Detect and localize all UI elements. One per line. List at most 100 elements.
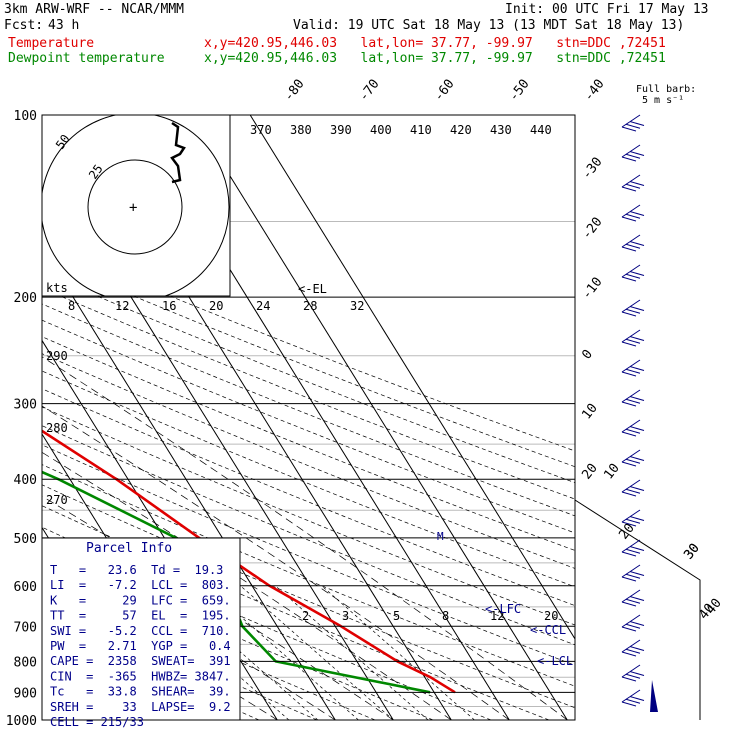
- hodograph-ring-label: 25: [86, 162, 106, 182]
- barb-legend-unit: 5 m s⁻¹: [642, 95, 684, 106]
- pressure-label-900: 900: [14, 686, 37, 701]
- isotherm: [42, 246, 336, 720]
- isotherm: [191, 115, 568, 720]
- theta-label: 380: [290, 123, 312, 137]
- wind-barb: [621, 329, 645, 347]
- wind-barb: [621, 509, 645, 527]
- wind-barb: [621, 564, 645, 582]
- ccl-marker: <-CCL: [530, 623, 566, 637]
- hodograph-speed-label: 32: [350, 299, 364, 313]
- pressure-label-400: 400: [14, 473, 37, 488]
- wind-barb: [621, 589, 645, 607]
- dewpoint-trace: [42, 470, 431, 694]
- theta-label: 410: [410, 123, 432, 137]
- isotherm-label: -50: [506, 77, 532, 105]
- pressure-label-300: 300: [14, 398, 37, 413]
- wind-barb: [621, 264, 645, 282]
- isotherm-label: -40: [581, 77, 607, 105]
- isotherm-label: -30: [579, 155, 605, 183]
- mixing-ratio-line: [275, 585, 429, 720]
- wind-barb: [621, 359, 645, 377]
- isotherm-label: 20: [579, 461, 600, 483]
- dry-adiabat: [42, 370, 575, 588]
- wind-barb: [621, 114, 645, 132]
- parcel-title: Parcel Info: [86, 541, 172, 556]
- dry-adiabat: [42, 336, 575, 551]
- parcel-row: CIN = -365 HWBZ= 3847.: [50, 669, 231, 683]
- temperature-trace: [42, 429, 456, 694]
- dry-adiabat: [42, 464, 575, 687]
- theta-left-label: 270: [46, 493, 68, 507]
- parcel-row: K = 29 LFC = 659.: [50, 593, 231, 607]
- wind-barb: [621, 234, 645, 252]
- forecast-hour: 43 h: [48, 18, 80, 33]
- mixing-ratio-label: 20: [544, 609, 558, 623]
- hodograph-trace: [170, 121, 186, 184]
- pressure-label-700: 700: [14, 620, 37, 635]
- moist-adiabat-label: 10: [601, 461, 622, 483]
- parcel-row: Tc = 33.8 SHEAR= 39.: [50, 685, 231, 699]
- legend-dewpoint-info: x,y=420.95,446.03 lat,lon= 37.77, -99.97…: [204, 51, 666, 66]
- el-marker: <-EL: [298, 282, 327, 296]
- wind-barb: [621, 689, 645, 707]
- theta-label: 430: [490, 123, 512, 137]
- isotherm-label: -80: [281, 77, 307, 105]
- mixing-ratio-label: 5: [393, 609, 400, 623]
- wind-barb: [621, 389, 645, 407]
- theta-label: 440: [530, 123, 552, 137]
- dry-adiabat: [42, 353, 575, 569]
- mixing-ratio-line: [240, 585, 394, 720]
- hodograph-center: +: [129, 200, 137, 216]
- wind-barb: [621, 664, 645, 682]
- wind-barb: [621, 614, 645, 632]
- theta-left-label: 280: [46, 421, 68, 435]
- skew-frame-edge: [574, 499, 701, 720]
- isotherm-label: 10: [579, 401, 600, 423]
- moist-adiabat: [42, 495, 394, 720]
- mixing-ratio-label: 2: [302, 609, 309, 623]
- hodograph-panel: +25 50: [41, 114, 231, 297]
- theta-left-label: 290: [46, 349, 68, 363]
- legend-dewpoint-label: Dewpoint temperature: [8, 51, 165, 66]
- parcel-row: LI = -7.2 LCL = 803.: [50, 578, 231, 592]
- dry-adiabat: [42, 571, 376, 720]
- wind-barb: [621, 144, 645, 162]
- forecast-label: Fcst:: [4, 18, 44, 33]
- wind-barb: [621, 174, 645, 192]
- hodograph-speed-label: 28: [303, 299, 317, 313]
- moist-adiabat-label: 20: [616, 521, 637, 543]
- mixing-ratio-label: 8: [442, 609, 449, 623]
- mixing-ratio-line: [321, 585, 475, 720]
- mixing-ratio-label: 12: [490, 609, 504, 623]
- hodograph-ring-label: 50: [53, 132, 73, 152]
- legend-temperature-info: x,y=420.95,446.03 lat,lon= 37.77, -99.97…: [204, 36, 666, 51]
- barb-marker: M: [437, 530, 444, 543]
- valid-time: Valid: 19 UTC Sat 18 May 13 (13 MDT Sat …: [293, 18, 685, 33]
- pressure-label-200: 200: [14, 291, 37, 306]
- parcel-row: CAPE = 2358 SWEAT= 391: [50, 654, 231, 668]
- pressure-label-500: 500: [14, 532, 37, 547]
- dry-adiabat: [42, 388, 575, 606]
- dry-adiabat: [42, 242, 575, 452]
- theta-label: 390: [330, 123, 352, 137]
- wind-barb: [621, 299, 645, 317]
- dry-adiabat: [42, 444, 575, 666]
- parcel-row: SREH = 33 LAPSE= 9.2: [50, 700, 231, 714]
- init-time: Init: 00 UTC Fri 17 May 13: [505, 2, 709, 17]
- hodograph-speed-label: 8: [68, 299, 75, 313]
- hodograph-speed-label: 12: [115, 299, 129, 313]
- parcel-frame: [41, 537, 241, 721]
- pressure-label-800: 800: [14, 655, 37, 670]
- parcel-row: TT = 57 EL = 195.: [50, 609, 231, 623]
- isotherm: [249, 115, 575, 640]
- isotherm-label: -10: [579, 275, 605, 303]
- hodograph-ring-25: [87, 159, 183, 255]
- isotherm-label: -20: [579, 215, 605, 243]
- parcel-row: CELL = 215/33: [50, 715, 144, 729]
- lcl-marker: <-LCL: [537, 654, 573, 668]
- hodograph-frame: [41, 114, 231, 297]
- lfc-marker: <-LFC: [485, 602, 521, 616]
- isotherm-label: -70: [356, 77, 382, 105]
- isotherm-label: -60: [431, 77, 457, 105]
- wind-barb: [621, 479, 645, 497]
